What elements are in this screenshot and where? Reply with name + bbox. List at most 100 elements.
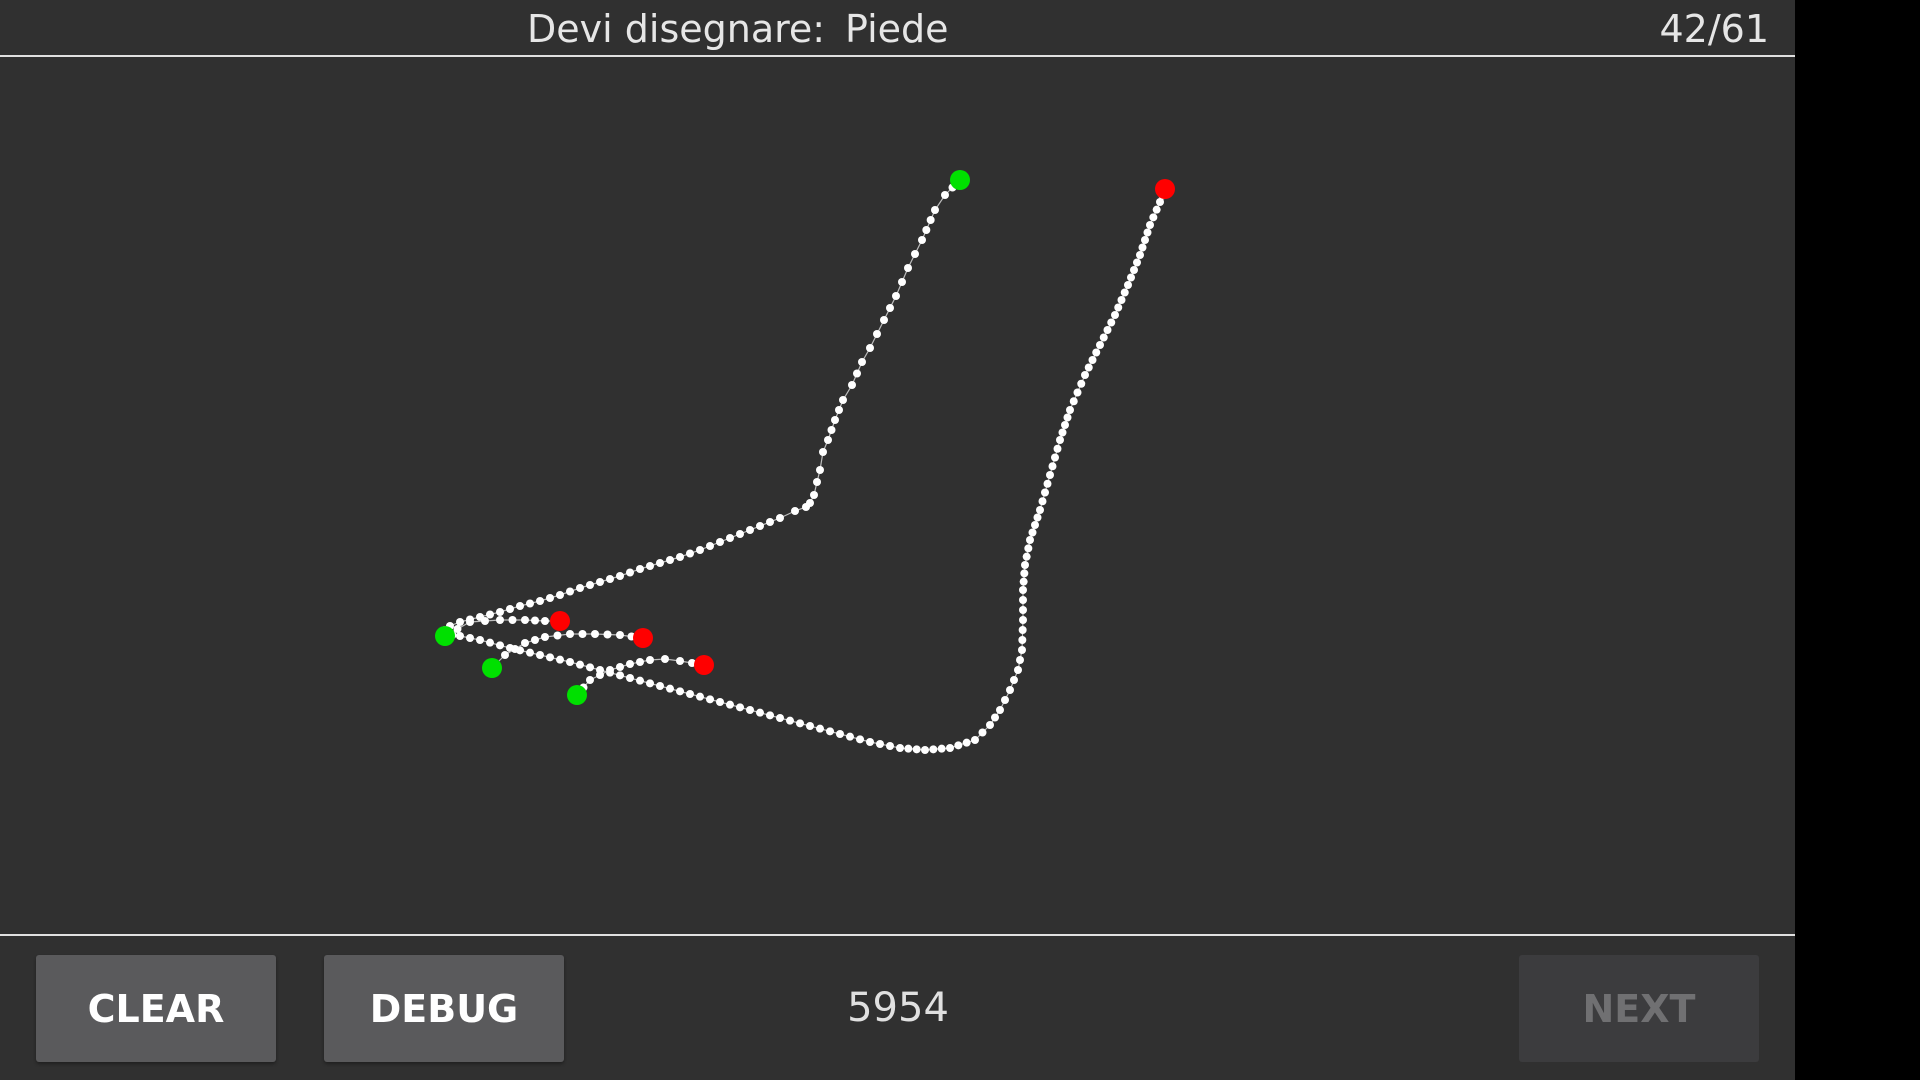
stroke-point (1130, 266, 1138, 274)
stroke-point (453, 625, 462, 633)
stroke-point (1010, 676, 1018, 684)
stroke-point (726, 534, 734, 542)
stroke-point (566, 630, 574, 638)
stroke-point (1019, 596, 1027, 604)
stroke-point (676, 687, 684, 696)
stroke-point (1084, 363, 1093, 372)
stroke-point (813, 478, 821, 486)
stroke-point (1061, 421, 1069, 429)
stroke-point (508, 616, 517, 624)
stroke-point (904, 264, 912, 272)
stroke-point (586, 676, 594, 684)
stroke-point (1156, 198, 1164, 206)
stroke-point (929, 745, 938, 754)
stroke-point (616, 631, 624, 639)
stroke-point (456, 632, 464, 640)
stroke-point (1053, 444, 1062, 453)
stroke-point (646, 562, 654, 570)
stroke-point (766, 518, 774, 526)
system-nav-bar (1795, 0, 1920, 1080)
stroke-point (526, 648, 534, 657)
stroke-start-marker (567, 685, 587, 705)
stroke-point (1077, 379, 1086, 388)
stroke-point (616, 572, 624, 580)
stroke-point (626, 674, 634, 682)
stroke-line (444, 188, 1166, 751)
stroke-point (1022, 552, 1031, 561)
stroke-point (626, 660, 634, 668)
stroke-point (686, 690, 694, 698)
stroke-point (810, 491, 818, 499)
stroke-point (819, 448, 827, 456)
clear-button[interactable]: CLEAR (36, 955, 276, 1062)
stroke-point (531, 636, 539, 644)
stroke-point (896, 744, 904, 752)
stroke-point (796, 719, 804, 728)
stroke-point (576, 660, 584, 669)
stroke-point (456, 618, 464, 626)
stroke-point (1138, 243, 1147, 252)
stroke-point (536, 597, 544, 605)
stroke-point (696, 692, 704, 701)
stroke-point (511, 645, 519, 653)
stroke-point (466, 634, 474, 642)
stroke-point (636, 676, 644, 685)
stroke-point (1006, 686, 1014, 694)
stroke-point (978, 728, 987, 737)
debug-button[interactable]: DEBUG (324, 955, 564, 1062)
stroke-point (824, 436, 832, 444)
stroke-point (591, 630, 599, 638)
stroke-point (937, 744, 946, 753)
stroke-start-marker (435, 626, 455, 646)
stroke-point (1069, 397, 1078, 406)
stroke-point (676, 553, 684, 561)
score-value: 5954 (847, 985, 949, 1031)
stroke-point (1136, 251, 1144, 259)
stroke-point (496, 616, 504, 624)
stroke-point (1018, 646, 1026, 654)
next-button[interactable]: NEXT (1519, 955, 1759, 1062)
stroke-point (736, 530, 744, 538)
stroke-point (1111, 311, 1119, 319)
stroke-point (706, 695, 714, 704)
drawing-app: Devi disegnare: Piede 42/61 CLEAR DEBUG … (0, 0, 1795, 1080)
stroke-point (1096, 341, 1104, 349)
stroke-point (1103, 326, 1112, 334)
stroke-point (486, 610, 494, 619)
stroke-point (496, 608, 504, 616)
stroke-point (486, 638, 494, 647)
progress-counter: 42/61 (1659, 7, 1769, 51)
drawing-canvas[interactable] (0, 57, 1795, 933)
stroke-point (802, 503, 810, 511)
stroke-point (746, 526, 754, 534)
stroke-point (496, 641, 504, 650)
sketch-layer (435, 170, 1175, 754)
stroke-point (481, 617, 489, 625)
prompt-word: Piede (845, 7, 949, 51)
stroke-point (596, 578, 604, 586)
header-bar: Devi disegnare: Piede 42/61 (0, 0, 1795, 57)
stroke-point (531, 616, 539, 625)
stroke-point (1041, 488, 1049, 497)
stroke-point (1031, 521, 1039, 529)
stroke-point (1033, 513, 1042, 522)
stroke-point (839, 396, 847, 404)
stroke-point (1056, 436, 1064, 444)
stroke-point (646, 656, 654, 664)
stroke-point (586, 581, 594, 589)
stroke-point (886, 304, 894, 312)
stroke-point (1018, 626, 1027, 634)
stroke-point (1019, 616, 1027, 624)
stroke-point (1143, 228, 1152, 237)
footer-bar: CLEAR DEBUG 5954 NEXT (0, 934, 1795, 1080)
stroke-point (1117, 296, 1126, 304)
stroke-point (666, 684, 674, 693)
stroke-point (806, 722, 814, 730)
prompt-label: Devi disegnare: (527, 7, 826, 51)
stroke-point (996, 706, 1004, 714)
stroke-point (1081, 371, 1089, 379)
stroke-point (1036, 506, 1044, 514)
stroke-point (1014, 666, 1022, 674)
stroke-point (646, 679, 654, 688)
stroke-point (1133, 258, 1141, 267)
